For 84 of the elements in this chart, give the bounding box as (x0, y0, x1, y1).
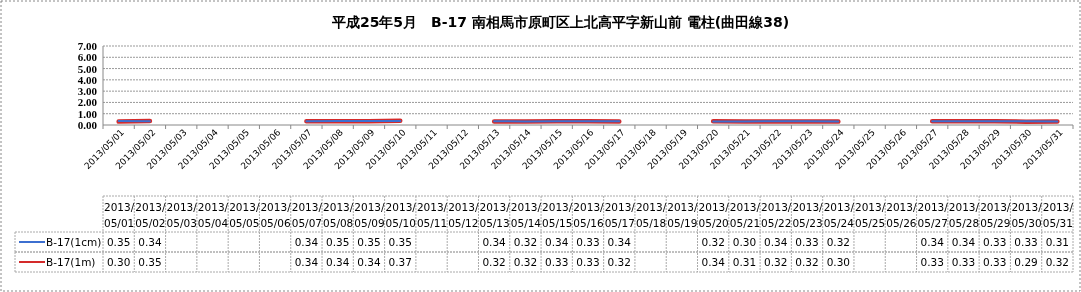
category-label: 2013/05/02 (135, 201, 166, 229)
category-label: 2013/05/08 (323, 201, 354, 229)
data-label: 0.29 (1014, 256, 1038, 268)
data-label: 0.37 (388, 256, 412, 268)
category-label: 2013/05/09 (354, 201, 385, 229)
y-tick-label: 0.00 (77, 119, 98, 131)
category-label: 2013/05/30 (1011, 201, 1042, 229)
data-label: 0.32 (1045, 256, 1070, 268)
data-label: 0.35 (325, 236, 350, 248)
data-label: 0.33 (545, 256, 569, 268)
data-label: 0.33 (1014, 236, 1038, 248)
data-label: 0.32 (795, 256, 819, 268)
data-label: 0.33 (983, 256, 1007, 268)
data-label: 0.34 (545, 236, 569, 248)
data-label: 0.30 (826, 256, 851, 268)
data-label: 0.35 (138, 256, 162, 268)
category-label: 2013/05/06 (260, 201, 291, 229)
data-label: 0.33 (576, 236, 600, 248)
category-label: 2013/05/04 (197, 201, 229, 229)
data-label: 0.34 (294, 236, 319, 248)
category-label: 2013/05/22 (761, 201, 792, 229)
data-label: 0.34 (482, 236, 507, 248)
data-label: 0.31 (1045, 236, 1070, 248)
category-label: 2013/05/10 (385, 201, 416, 229)
data-label: 0.33 (795, 236, 819, 248)
category-label: 2013/05/15 (542, 201, 573, 229)
data-label: 0.35 (106, 236, 131, 248)
category-label: 2013/05/29 (980, 201, 1011, 229)
data-label: 0.34 (607, 236, 632, 248)
data-label: 0.34 (764, 236, 788, 248)
y-tick-label: 2.00 (77, 96, 98, 109)
data-label: 0.32 (826, 236, 851, 248)
legend-label: B-17(1m) (46, 256, 96, 268)
y-tick-label: 3.00 (77, 85, 98, 98)
category-label: 2013/05/18 (635, 201, 667, 229)
category-label: 2013/05/31 (1042, 201, 1073, 229)
y-tick-label: 4.00 (77, 73, 98, 86)
data-label: 0.34 (138, 236, 162, 248)
category-label: 2013/05/24 (823, 201, 854, 229)
data-label: 0.33 (920, 256, 944, 268)
y-tick-label: 1.00 (77, 107, 98, 120)
data-label: 0.32 (513, 236, 538, 248)
category-label: 2013/05/19 (667, 201, 698, 229)
data-label: 0.32 (701, 236, 725, 248)
data-label: 0.33 (576, 256, 600, 268)
data-label: 0.35 (357, 236, 381, 248)
category-label: 2013/05/13 (479, 201, 510, 229)
data-label: 0.33 (951, 256, 976, 268)
data-label: 0.32 (513, 256, 538, 268)
category-label: 2013/05/20 (698, 201, 729, 229)
data-label: 0.31 (732, 256, 757, 268)
data-label: 0.34 (920, 236, 945, 248)
data-label: 0.34 (357, 256, 381, 268)
category-label: 2013/05/25 (854, 201, 886, 229)
data-label: 0.32 (482, 256, 506, 268)
category-label: 2013/05/17 (604, 201, 635, 229)
y-tick-label: 7.00 (77, 40, 98, 52)
y-tick-label: 6.00 (77, 51, 98, 64)
data-label: 0.32 (607, 256, 631, 268)
category-label: 2013/05/11 (416, 201, 448, 229)
category-label: 2013/05/01 (104, 201, 135, 229)
category-label: 2013/05/16 (573, 201, 604, 229)
category-label: 2013/05/03 (166, 201, 197, 229)
data-label: 0.34 (325, 256, 350, 268)
data-label: 0.34 (701, 256, 726, 268)
category-label: 2013/05/05 (229, 201, 260, 229)
data-label: 0.32 (764, 256, 788, 268)
data-label: 0.33 (983, 236, 1007, 248)
category-label: 2013/05/12 (448, 201, 479, 229)
category-label: 2013/05/23 (792, 201, 823, 229)
category-label: 2013/05/14 (510, 201, 542, 229)
legend-label: B-17(1cm) (46, 236, 102, 248)
data-label: 0.34 (294, 256, 319, 268)
data-label: 0.30 (732, 236, 757, 248)
chart-title: 平成25年5月 B-17 南相馬市原町区上北高平字新山前 電柱(曲田線38) (330, 14, 790, 30)
data-label: 0.30 (106, 256, 131, 268)
category-label: 2013/05/28 (948, 201, 980, 229)
category-label: 2013/05/21 (729, 201, 761, 229)
data-label: 0.35 (388, 236, 412, 248)
category-label: 2013/05/07 (291, 201, 323, 229)
y-tick-label: 5.00 (77, 62, 98, 75)
category-label: 2013/05/27 (917, 201, 948, 229)
data-label: 0.34 (951, 236, 976, 248)
category-label: 2013/05/26 (886, 201, 917, 229)
